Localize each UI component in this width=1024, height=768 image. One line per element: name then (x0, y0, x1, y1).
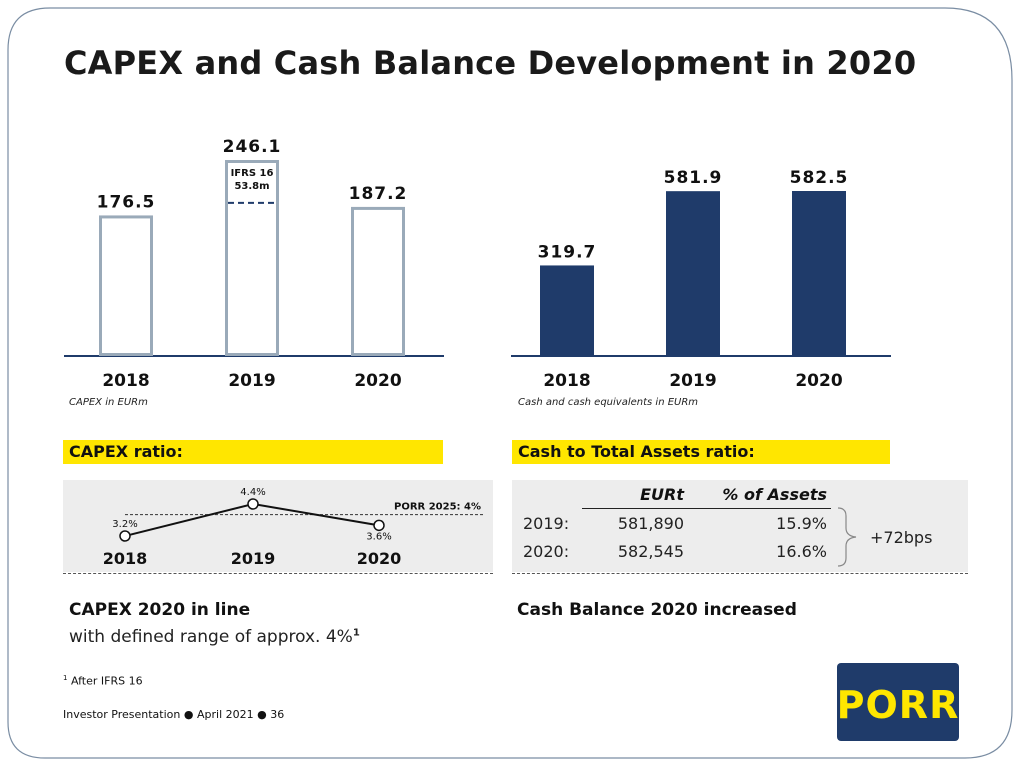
cash-row-2020-eurt: 582,545 (617, 542, 684, 561)
capex-note-detail: with defined range of approx. 4%1 (69, 627, 360, 647)
capex-note-detail-text: with defined range of approx. 4% (69, 627, 353, 647)
bar-2020 (351, 206, 405, 356)
footer-text: Investor Presentation (63, 708, 181, 721)
cash-note: Cash Balance 2020 increased (517, 600, 797, 620)
capex-caption: CAPEX in EURm (69, 397, 148, 408)
ratio-point-2018 (119, 530, 131, 542)
porr-logo-text: PORR (837, 683, 959, 727)
bar-value-label-2019: 581.9 (664, 168, 723, 188)
cash-ratio-label: Cash to Total Assets ratio: (512, 440, 890, 464)
capex-ratio-line-chart: PORR 2025: 4% 3.2% 2018 4.4% 2019 3.6% 2020 (103, 487, 483, 568)
cash-change-value: +72bps (870, 528, 933, 547)
footer-page: 36 (270, 708, 285, 721)
bar-2020 (792, 191, 846, 356)
x-tick-label-2019: 2019 (669, 371, 716, 390)
x-tick-label-2020: 2020 (795, 371, 842, 390)
footnote: 1 After IFRS 16 (63, 674, 143, 688)
footer-date: April 2021 (196, 708, 254, 721)
capex-note-headline: CAPEX 2020 in line (69, 600, 251, 620)
cash-ratio-divider (512, 573, 968, 574)
cash-table-header-rule (582, 508, 831, 509)
cash-table-header-pct: % of Assets (722, 485, 827, 504)
porr-logo: PORR (837, 663, 959, 741)
bar-value-label-2020: 187.2 (349, 184, 408, 204)
cash-row-2020-year: 2020: (523, 542, 570, 561)
footnote-text: After IFRS 16 (70, 674, 143, 688)
ratio-x-label-2018: 2018 (103, 549, 148, 568)
cash-ratio-label-text: Cash to Total Assets ratio: (518, 442, 755, 461)
footer: Investor Presentation ● April 2021 ● 36 (63, 708, 284, 721)
bar-value-label-2018: 176.5 (97, 192, 156, 212)
cash-row-2020-pct: 16.6% (776, 542, 827, 561)
cash-table-header-eurt: EURt (640, 485, 684, 504)
cash-bar-chart: 319.7 2018 581.9 2019 582.5 2020 (511, 168, 891, 390)
ifrs16-label: IFRS 16 (231, 168, 274, 179)
capex-ratio-label: CAPEX ratio: (63, 440, 443, 464)
capex-ratio-divider (63, 573, 493, 574)
cash-row-2019-pct: 15.9% (776, 514, 827, 533)
bar-value-label-2018: 319.7 (538, 242, 597, 262)
capex-bar-chart: 176.5 2018 246.1 2019 IFRS 16 53.8m 187.2 2020 (64, 137, 444, 390)
porr-logo-mark: PORR (837, 683, 959, 727)
cash-caption: Cash and cash equivalents in EURm (518, 397, 699, 408)
reference-label: PORR 2025: 4% (394, 502, 481, 513)
bar-2018 (99, 215, 153, 356)
ratio-value-label-2019: 4.4% (240, 487, 265, 498)
bar-2019 (666, 191, 720, 356)
ratio-point-2020 (373, 519, 385, 532)
cash-ratio-panel (512, 480, 968, 572)
footnote-marker: 1 (63, 674, 68, 682)
bar-2018 (540, 265, 594, 356)
footer-bullet-1: ● (183, 708, 194, 721)
ratio-value-label-2018: 3.2% (112, 519, 137, 530)
cash-row-2019-eurt: 581,890 (617, 514, 684, 533)
capex-ratio-label-text: CAPEX ratio: (69, 442, 183, 461)
bar-value-label-2019: 246.1 (223, 137, 282, 157)
ifrs16-value-label: 53.8m (234, 181, 269, 192)
capex-note-sup: 1 (352, 627, 360, 639)
bar-value-label-2020: 582.5 (790, 168, 849, 188)
footer-bullet-2: ● (257, 708, 267, 721)
x-tick-label-2019: 2019 (228, 371, 275, 390)
page-title: CAPEX and Cash Balance Development in 20… (64, 44, 917, 82)
ratio-point-2019 (247, 498, 259, 510)
x-tick-label-2020: 2020 (354, 371, 401, 390)
x-tick-label-2018: 2018 (543, 371, 590, 390)
cash-row-2019-year: 2019: (523, 514, 570, 533)
ratio-value-label-2020: 3.6% (366, 531, 391, 542)
bar-2019 (225, 160, 279, 356)
ratio-x-label-2020: 2020 (357, 549, 402, 568)
cash-change-bracket (837, 507, 857, 567)
ratio-x-label-2019: 2019 (231, 549, 276, 568)
x-tick-label-2018: 2018 (102, 371, 149, 390)
capex-ratio-panel (63, 480, 493, 572)
